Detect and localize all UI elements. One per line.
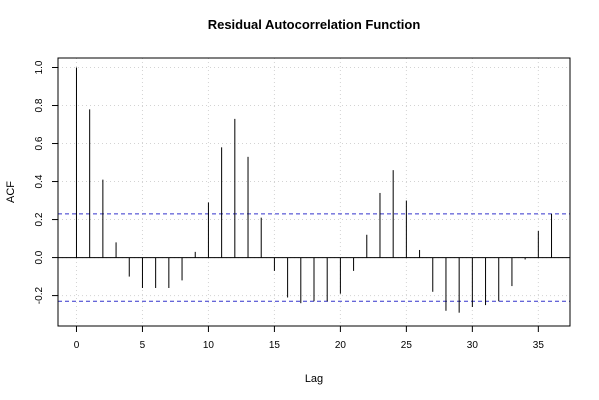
x-tick-label: 20 (335, 340, 347, 351)
x-tick-label: 35 (533, 340, 545, 351)
y-tick-label: 1.0 (34, 60, 45, 74)
plot-frame (57, 57, 571, 327)
y-tick-label: 0.8 (34, 98, 45, 112)
x-tick-label: 0 (74, 340, 80, 351)
chart-title: Residual Autocorrelation Function (208, 17, 421, 32)
x-tick-label: 30 (467, 340, 479, 351)
y-tick-label: 0.0 (34, 250, 45, 264)
x-tick-label: 5 (140, 340, 146, 351)
x-axis: 0 5 10 15 20 25 30 35 (74, 326, 545, 351)
x-tick-label: 25 (401, 340, 413, 351)
x-tick-label: 15 (269, 340, 281, 351)
y-tick-label: 0.6 (34, 136, 45, 150)
y-tick-label: 0.2 (34, 212, 45, 226)
x-axis-label: Lag (305, 373, 323, 385)
x-tick-label: 10 (203, 340, 215, 351)
y-axis-label: ACF (5, 181, 17, 203)
y-tick-label: 0.4 (34, 174, 45, 188)
y-axis: -0.2 0.0 0.2 0.4 0.6 0.8 1.0 (34, 60, 58, 304)
acf-bars (75, 67, 553, 313)
y-tick-label: -0.2 (34, 287, 45, 305)
